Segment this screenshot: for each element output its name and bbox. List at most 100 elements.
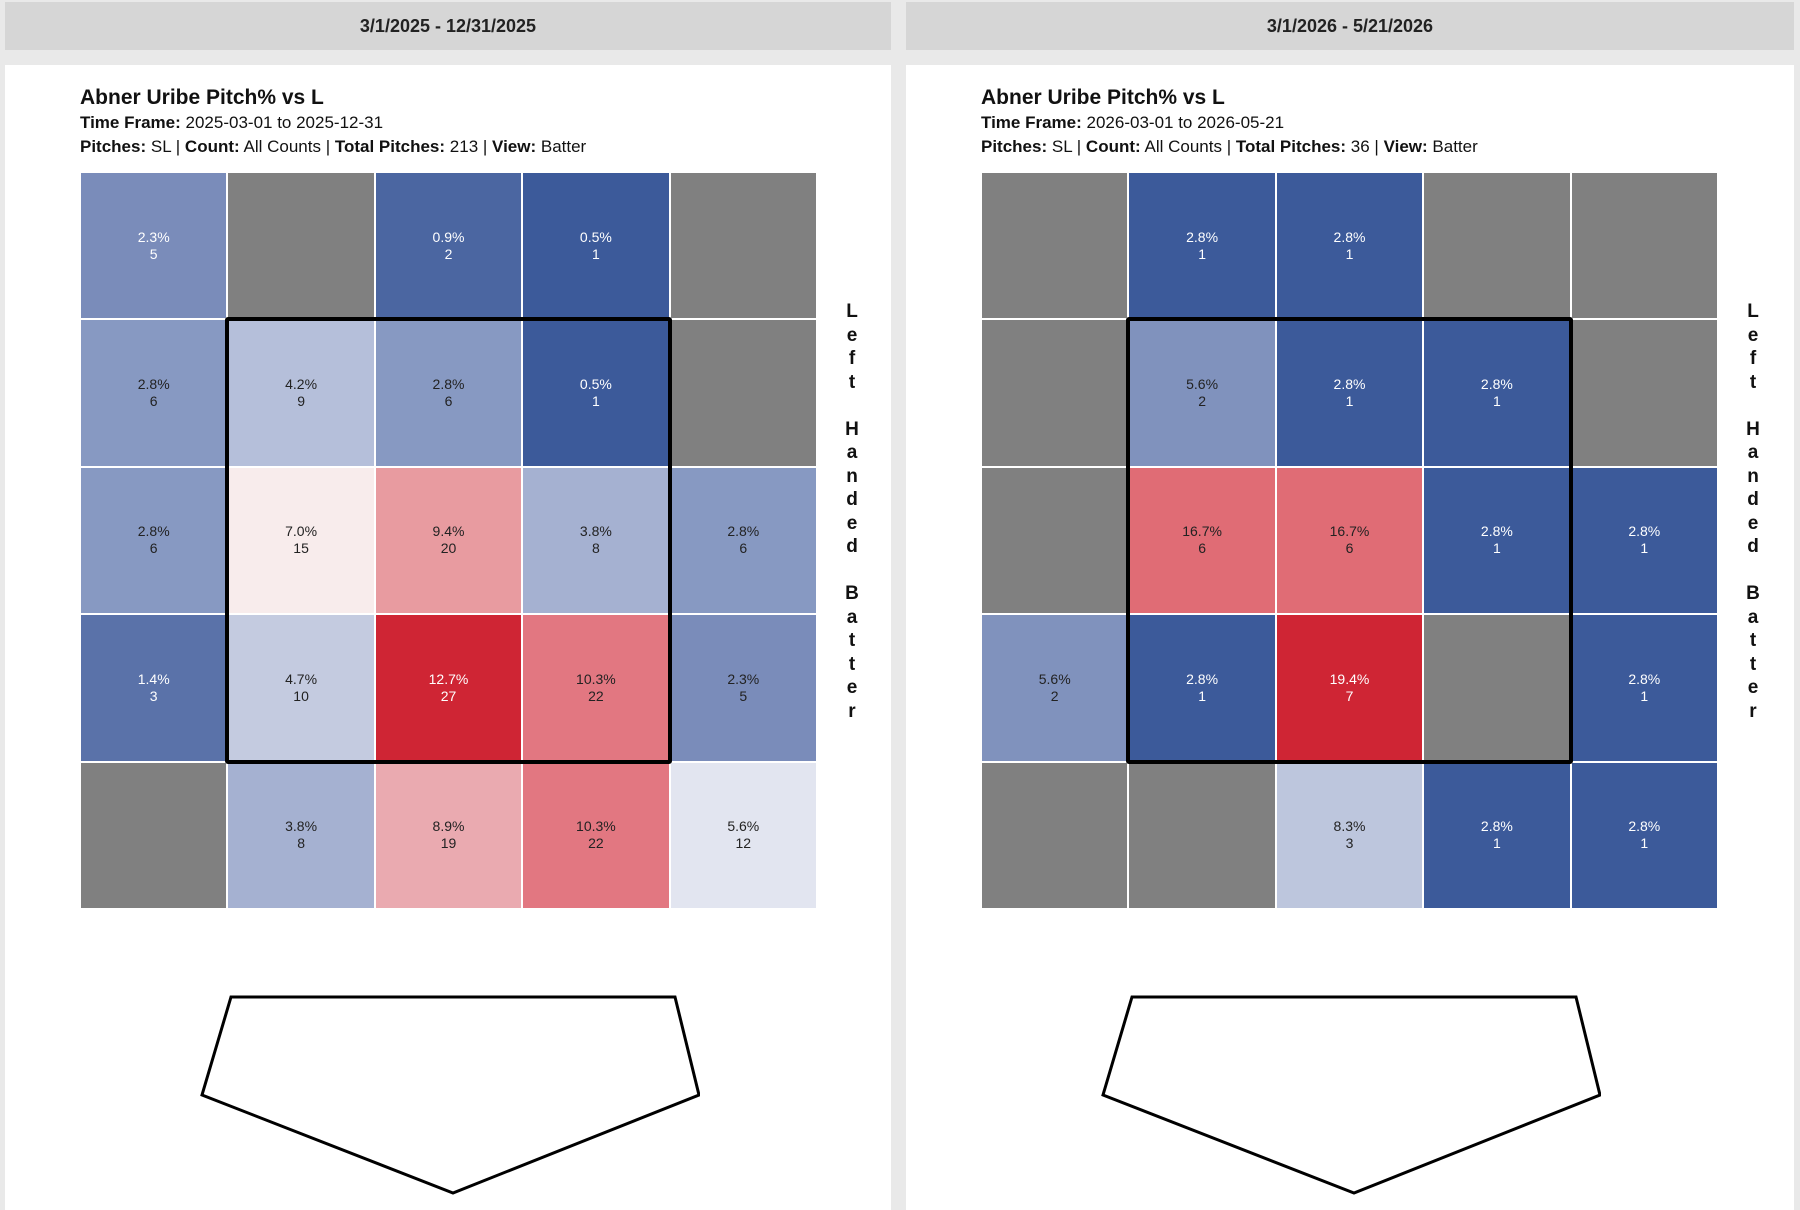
zone-cell[interactable]: 2.8% 1 <box>1423 466 1571 615</box>
pitches-label: Pitches: <box>981 137 1048 156</box>
side-label-char: a <box>846 606 858 628</box>
zone-cell[interactable] <box>1128 761 1276 909</box>
view-value: Batter <box>540 137 587 156</box>
zone-cell-count: 6 <box>1198 540 1206 557</box>
side-label-char <box>1741 394 1765 418</box>
zone-cell[interactable]: 5.6% 2 <box>981 614 1129 762</box>
time-frame-line: Time Frame: 2025-03-01 to 2025-12-31 <box>80 111 586 135</box>
chart-title: Abner Uribe Pitch% vs L <box>80 86 324 109</box>
zone-cell[interactable]: 3.8% 8 <box>227 761 375 909</box>
zone-cell-count: 22 <box>588 835 604 852</box>
zone-cell-count: 1 <box>591 393 600 410</box>
zone-cell[interactable]: 2.8% 1 <box>1570 761 1718 909</box>
zone-cell[interactable]: 2.8% 1 <box>1128 172 1276 320</box>
side-label-char: t <box>1749 371 1757 393</box>
zone-cell[interactable]: 19.4% 7 <box>1275 614 1424 762</box>
chart-header: Abner Uribe Pitch% vs L Time Frame: 2026… <box>981 85 1478 159</box>
zone-cell[interactable]: 2.8% 1 <box>1275 172 1424 320</box>
zone-cell[interactable]: 2.3% 5 <box>80 172 228 320</box>
view-label: View: <box>492 137 537 156</box>
zone-cell[interactable] <box>981 172 1129 320</box>
zone-cell[interactable] <box>669 319 817 467</box>
zone-cell[interactable]: 12.7% 27 <box>374 614 523 762</box>
side-label-char: t <box>1749 653 1757 675</box>
side-label-char: n <box>846 465 858 487</box>
zone-cell[interactable]: 2.8% 1 <box>1423 319 1571 467</box>
zone-cell-count: 20 <box>440 540 457 557</box>
zone-cell[interactable]: 2.8% 6 <box>374 319 523 467</box>
side-label-char: r <box>1749 700 1757 722</box>
zone-cell[interactable]: 2.8% 1 <box>1275 319 1424 467</box>
zone-cell[interactable]: 9.4% 20 <box>374 466 523 615</box>
zone-cell-percent: 0.5% <box>579 376 612 393</box>
zone-cell[interactable] <box>981 466 1129 615</box>
zone-cell[interactable]: 2.8% 1 <box>1423 761 1571 909</box>
zone-cell-percent: 3.8% <box>285 818 318 835</box>
zone-cell[interactable] <box>1423 172 1571 320</box>
side-label-char: f <box>848 348 856 369</box>
zone-cell[interactable]: 3.8% 8 <box>522 466 670 615</box>
zone-cell[interactable] <box>981 319 1129 467</box>
pitch-zone-heatmap: 2.3% 5 0.9% 2 0.5% 1 2.8% 6 4.2% 9 2.8% 6 0.5% 1 2.8% 6… <box>80 172 817 909</box>
zone-cell-count: 1 <box>1492 835 1501 852</box>
zone-cell[interactable]: 5.6% 2 <box>1128 319 1276 467</box>
zone-cell-percent: 7.0% <box>285 523 318 540</box>
zone-cell[interactable]: 4.7% 10 <box>227 614 375 762</box>
zone-cell[interactable]: 7.0% 15 <box>227 466 375 615</box>
zone-cell[interactable]: 1.4% 3 <box>80 614 228 762</box>
zone-cell[interactable]: 16.7% 6 <box>1275 466 1424 615</box>
zone-cell[interactable]: 4.2% 9 <box>227 319 375 467</box>
zone-cell-percent: 2.8% <box>1186 670 1219 687</box>
zone-cell-count: 22 <box>588 687 604 704</box>
zone-cell[interactable]: 8.9% 19 <box>374 761 523 909</box>
side-label-char: e <box>846 677 858 698</box>
zone-cell-count: 8 <box>297 835 305 852</box>
zone-cell[interactable]: 2.8% 1 <box>1570 614 1718 762</box>
zone-cell[interactable]: 2.8% 6 <box>669 466 817 615</box>
zone-cell[interactable]: 2.8% 1 <box>1128 614 1276 762</box>
zone-cell[interactable]: 5.6% 12 <box>669 761 817 909</box>
zone-cell[interactable]: 16.7% 6 <box>1128 466 1276 615</box>
side-label-char: e <box>1747 512 1759 534</box>
chart-title: Abner Uribe Pitch% vs L <box>981 86 1225 109</box>
zone-cell[interactable] <box>669 172 817 320</box>
side-label-char: t <box>1749 630 1757 651</box>
zone-cell-percent: 2.8% <box>1628 523 1661 540</box>
zone-cell[interactable]: 10.3% 22 <box>522 761 670 909</box>
time-frame-label: Time Frame: <box>981 113 1082 132</box>
zone-cell[interactable] <box>1570 319 1718 467</box>
side-label-char: d <box>1747 536 1759 557</box>
zone-cell[interactable]: 0.9% 2 <box>374 172 523 320</box>
zone-cell[interactable] <box>80 761 228 909</box>
zone-cell-percent: 2.8% <box>1480 523 1513 540</box>
zone-cell[interactable]: 2.8% 6 <box>80 319 228 467</box>
zone-cell-percent: 2.8% <box>432 376 465 393</box>
zone-cell[interactable]: 2.8% 1 <box>1570 466 1718 615</box>
zone-cell[interactable]: 10.3% 22 <box>522 614 670 762</box>
zone-cell-count: 9 <box>297 393 305 410</box>
zone-cell-count: 6 <box>739 540 748 557</box>
zone-cell-count: 19 <box>440 835 457 852</box>
side-label-char <box>840 394 864 418</box>
zone-cell[interactable] <box>227 172 375 320</box>
zone-cell[interactable]: 0.5% 1 <box>522 319 670 467</box>
zone-cell-percent: 3.8% <box>579 523 612 540</box>
side-label-char: r <box>848 700 856 722</box>
zone-cell[interactable] <box>1423 614 1571 762</box>
zone-cell-percent: 4.7% <box>285 670 318 687</box>
side-label-char: B <box>845 583 859 604</box>
zone-cell-count: 2 <box>1050 687 1059 704</box>
zone-cell-percent: 5.6% <box>727 818 760 835</box>
total-pitches-label: Total Pitches: <box>1235 137 1347 156</box>
zone-cell[interactable] <box>981 761 1129 909</box>
count-label: Count: <box>1085 137 1141 156</box>
zone-cell[interactable]: 2.3% 5 <box>669 614 817 762</box>
filters-line: Pitches: SL | Count: All Counts | Total … <box>981 137 1478 156</box>
zone-cell[interactable]: 0.5% 1 <box>522 172 670 320</box>
zone-cell[interactable]: 2.8% 6 <box>80 466 228 615</box>
zone-cell[interactable] <box>1570 172 1718 320</box>
zone-cell-count: 1 <box>1492 540 1501 557</box>
zone-cell[interactable]: 8.3% 3 <box>1275 761 1424 909</box>
zone-cell-count: 1 <box>1640 540 1649 557</box>
time-frame-label: Time Frame: <box>80 113 181 132</box>
